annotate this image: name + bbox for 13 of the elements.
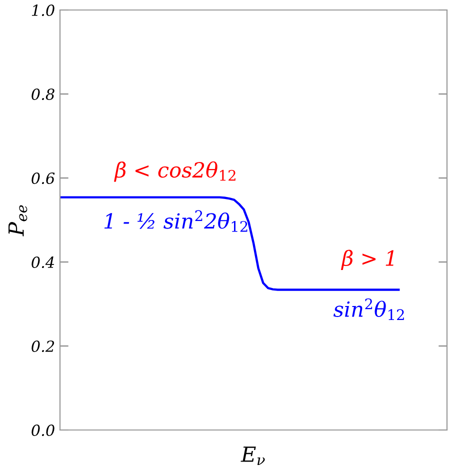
y-tick-label: 0.8 bbox=[32, 88, 54, 100]
y-tick-label: 0.2 bbox=[32, 340, 54, 352]
annotation: β < cos2θ$_{12}$ bbox=[114, 161, 236, 182]
line-series bbox=[60, 196, 400, 291]
y-tick-label: 0.6 bbox=[32, 172, 55, 184]
y-tick-label: 0.0 bbox=[32, 424, 54, 436]
x-axis-title: E$_{ν}$ bbox=[240, 446, 265, 466]
annotation: sin$^{2}$θ$_{12}$ bbox=[333, 298, 404, 320]
annotation: β > 1 bbox=[340, 250, 394, 270]
y-tick-label: 1.0 bbox=[32, 4, 54, 16]
y-axis-title: P$_{ee}$ bbox=[8, 205, 28, 236]
y-tick-label: 0.4 bbox=[32, 256, 54, 268]
annotation: 1 - ½ sin$^{2}$2θ$_{12}$ bbox=[104, 210, 248, 232]
